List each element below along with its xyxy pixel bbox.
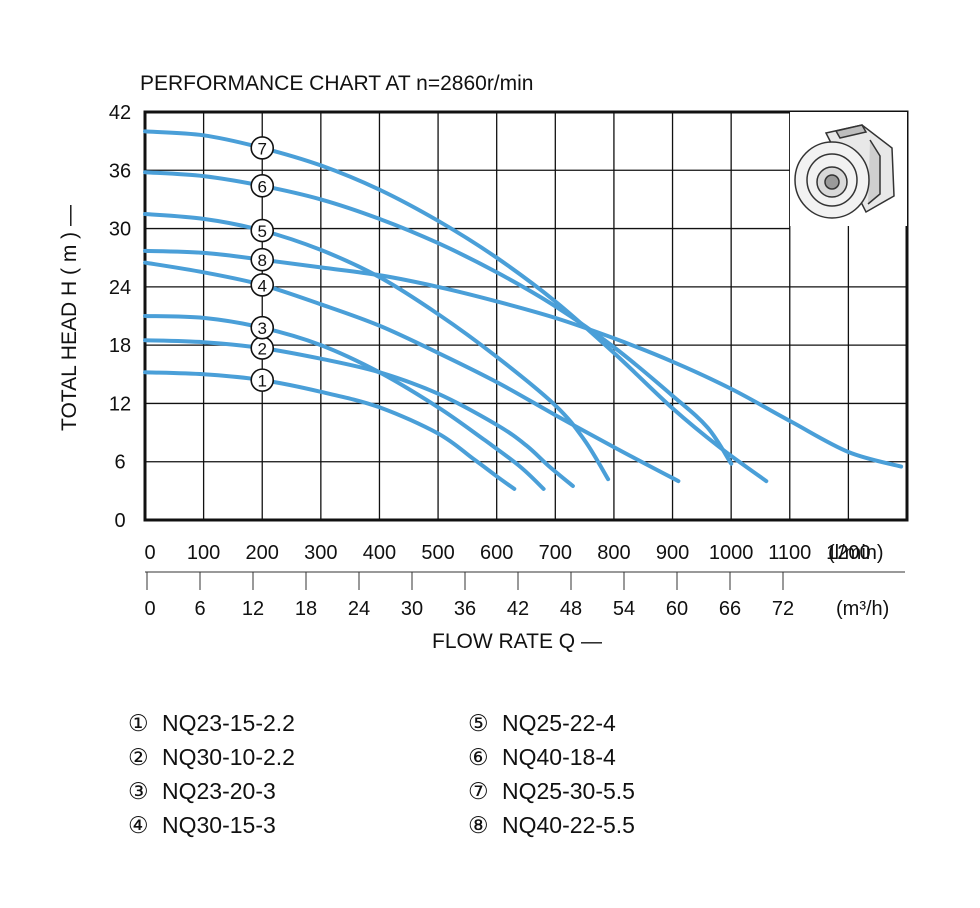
legend-label: NQ40-18-4	[502, 744, 616, 770]
x-tick-label-lmin: 900	[656, 542, 689, 564]
curve-marker-3: 3	[250, 315, 275, 340]
legend-marker: ⑥	[468, 744, 489, 770]
x-tick-label-lmin: 1200	[826, 542, 871, 564]
y-axis-label: TOTAL HEAD H ( m ) —	[58, 205, 81, 431]
curve-marker-4: 4	[250, 273, 275, 297]
pump-image	[790, 112, 907, 226]
x-tick-label-m3h: 72	[772, 598, 794, 620]
curve-marker-circle	[250, 315, 275, 340]
y-tick-label: 24	[109, 277, 131, 299]
x-tick-label-lmin: 500	[421, 542, 454, 564]
curve-marker-8: 8	[250, 247, 275, 272]
legend-label: NQ25-30-5.5	[502, 778, 635, 804]
curve-marker-label: 1	[257, 372, 266, 391]
curve-5	[143, 212, 611, 482]
curve-marker-circle	[250, 247, 275, 272]
curve-3	[143, 314, 546, 491]
curve-marker-circle	[250, 136, 275, 160]
legend-item: ③ NQ23-20-3	[128, 776, 276, 806]
y-tick-label: 36	[109, 160, 131, 182]
x-tick-label-lmin: 100	[187, 542, 220, 564]
curve-marker-label: 3	[257, 319, 266, 338]
x-tick-label-lmin: 0	[144, 542, 155, 564]
curve-marker-7: 7	[250, 136, 275, 160]
legend-marker: ③	[128, 778, 149, 804]
y-tick-label: 30	[109, 219, 131, 241]
x-tick-label-m3h: 48	[560, 598, 582, 620]
legend-item: ④ NQ30-15-3	[128, 810, 276, 840]
legend-item: ① NQ23-15-2.2	[128, 708, 295, 738]
legend-marker: ②	[128, 744, 149, 770]
curve-2	[143, 338, 575, 488]
y-tick-label: 6	[114, 452, 125, 474]
curve-marker-circle	[250, 273, 275, 297]
curve-1	[143, 370, 517, 491]
legend-item: ⑦ NQ25-30-5.5	[468, 776, 635, 806]
x-axis-ticks-m3h: 0 6 12 18 24 30 36 42 48 54 60 66 72	[144, 572, 794, 620]
legend-label: NQ30-10-2.2	[162, 744, 295, 770]
legend-marker: ①	[128, 710, 149, 736]
x-tick-label-m3h: 60	[666, 598, 688, 620]
x-tick-label-m3h: 36	[454, 598, 476, 620]
curve-marker-circle	[250, 368, 275, 392]
curve-marker-circle	[250, 218, 275, 243]
curve-markers: 1 2 3 4 5 6 7 8	[250, 136, 275, 392]
legend-label: NQ30-15-3	[162, 812, 276, 838]
legend-label: NQ25-22-4	[502, 710, 616, 736]
curve-marker-label: 4	[257, 276, 266, 295]
legend-marker: ⑤	[468, 710, 489, 736]
x-tick-label-m3h: 42	[507, 598, 529, 620]
x-tick-label-m3h: 12	[242, 598, 264, 620]
legend-marker: ⑦	[468, 778, 489, 804]
x-tick-label-m3h: 24	[348, 598, 370, 620]
x-tick-label-m3h: 18	[295, 598, 317, 620]
chart-title: PERFORMANCE CHART AT n=2860r/min	[140, 72, 533, 95]
x-tick-label-lmin: 1100	[768, 542, 811, 564]
legend-item: ② NQ30-10-2.2	[128, 742, 295, 772]
x-tick-label-lmin: 600	[480, 542, 513, 564]
y-tick-label: 12	[109, 393, 131, 415]
x-tick-label-m3h: 54	[613, 598, 635, 620]
legend-item: ⑥ NQ40-18-4	[468, 742, 616, 772]
x-axis-ticks-lmin: 0 100 200 300 400 500 600 700 800 900 1000 1100 1200	[144, 542, 870, 564]
curve-4	[143, 260, 681, 484]
x-unit-m3h: (m³/h)	[836, 598, 889, 620]
y-axis-ticks: 0 6 12 18 24 30 36 42	[109, 102, 131, 532]
x-tick-label-lmin: 200	[246, 542, 279, 564]
curve-marker-label: 8	[257, 251, 266, 270]
x-tick-label-m3h: 66	[719, 598, 741, 620]
curve-marker-label: 5	[257, 222, 266, 241]
x-axis-label: FLOW RATE Q —	[432, 630, 602, 653]
x-tick-label-lmin: 1000	[709, 542, 754, 564]
x-unit-lmin: (l/min)	[828, 542, 884, 564]
x-tick-label-m3h: 6	[194, 598, 205, 620]
y-tick-label: 18	[109, 335, 131, 357]
x-tick-label-m3h: 30	[401, 598, 423, 620]
legend-item: ⑤ NQ25-22-4	[468, 708, 616, 738]
x-tick-label-lmin: 300	[304, 542, 337, 564]
curve-marker-6: 6	[250, 174, 275, 198]
curve-marker-5: 5	[250, 218, 275, 243]
x-tick-label-lmin: 700	[539, 542, 572, 564]
legend-label: NQ40-22-5.5	[502, 812, 635, 838]
legend-marker: ⑧	[468, 812, 489, 838]
x-tick-label-lmin: 800	[597, 542, 630, 564]
curve-marker-1: 1	[250, 368, 275, 392]
curve-marker-2: 2	[250, 336, 275, 360]
pump-icon	[794, 124, 895, 219]
curve-marker-label: 2	[257, 340, 266, 359]
x-tick-label-lmin: 400	[363, 542, 396, 564]
y-tick-label: 0	[114, 510, 125, 532]
y-tick-label: 42	[109, 102, 131, 124]
legend-label: NQ23-15-2.2	[162, 710, 295, 736]
curve-marker-label: 6	[257, 177, 266, 196]
x-tick-label-m3h: 0	[144, 598, 155, 620]
curve-marker-label: 7	[257, 139, 266, 158]
legend-marker: ④	[128, 812, 149, 838]
legend-label: NQ23-20-3	[162, 778, 276, 804]
legend-item: ⑧ NQ40-22-5.5	[468, 810, 635, 840]
curve-marker-circle	[250, 174, 275, 198]
